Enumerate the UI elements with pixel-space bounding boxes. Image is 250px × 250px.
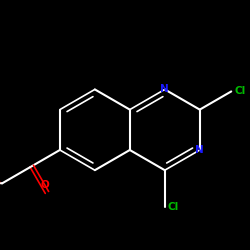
Text: O: O xyxy=(41,180,50,190)
Text: N: N xyxy=(160,84,169,94)
Text: Cl: Cl xyxy=(234,86,245,97)
Text: N: N xyxy=(196,145,204,155)
Text: Cl: Cl xyxy=(168,202,179,211)
